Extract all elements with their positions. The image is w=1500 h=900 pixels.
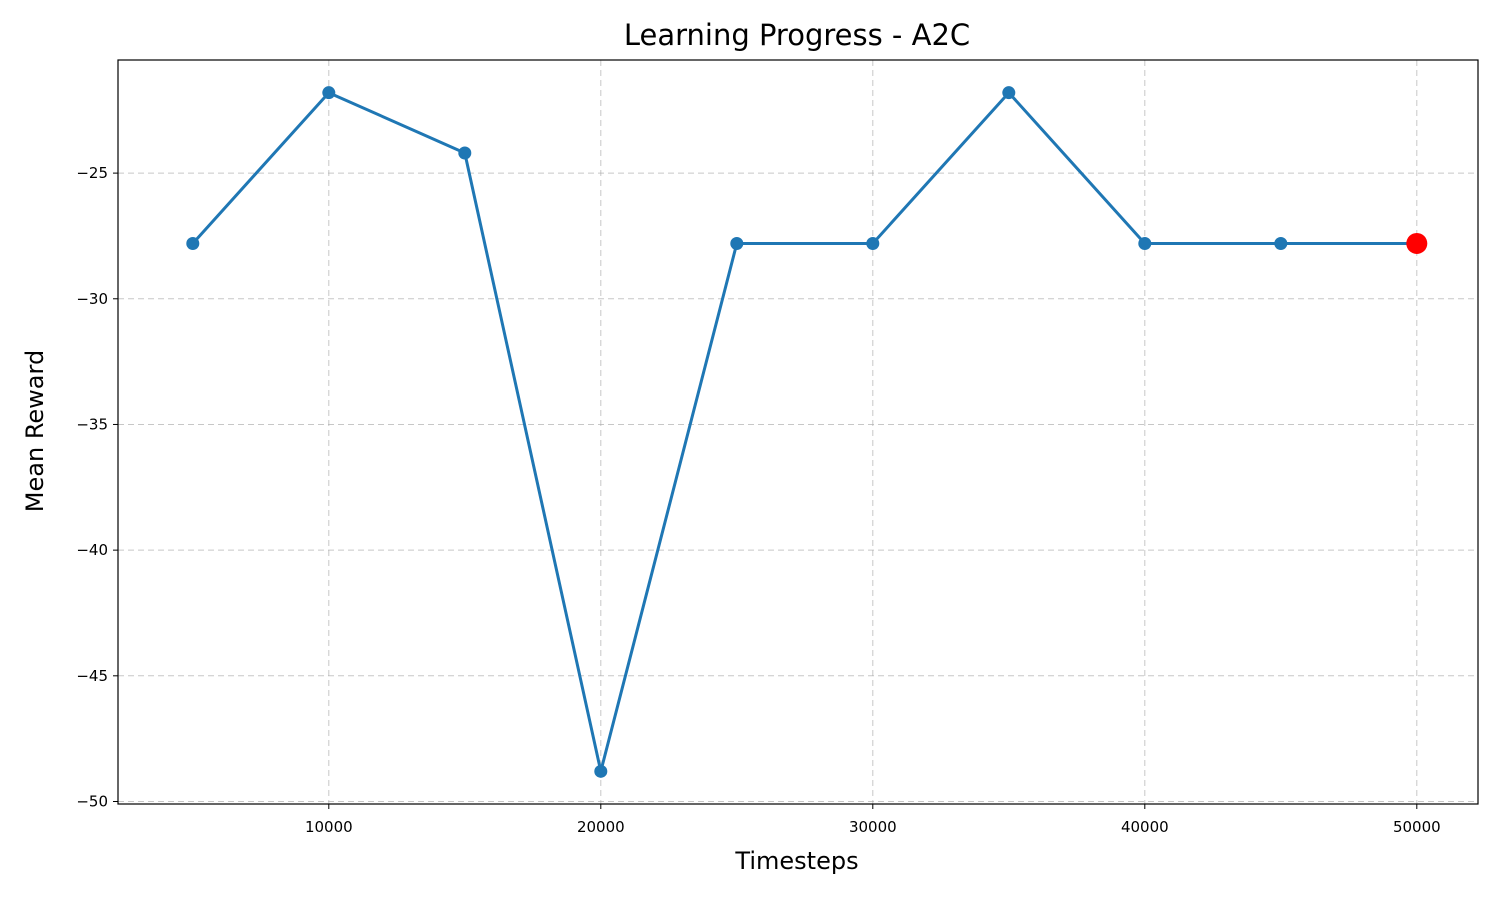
x-tick-label: 10000 [305, 818, 353, 836]
x-tick-label: 20000 [577, 818, 625, 836]
plot-frame [117, 59, 1479, 805]
y-tick-label: −30 [76, 290, 108, 308]
y-tick-label: −25 [76, 164, 108, 182]
x-tick-label: 40000 [1121, 818, 1169, 836]
tick-layer: 10000 20000 30000 40000 50000 −25 −30 −35 −40 −45… [76, 164, 1440, 836]
data-point [594, 764, 608, 778]
y-tick-label: −50 [76, 792, 108, 810]
y-tick-label: −40 [76, 541, 108, 559]
x-axis-label: Timesteps [734, 847, 858, 875]
data-point [730, 236, 744, 250]
data-point [1138, 236, 1152, 250]
data-point [866, 236, 880, 250]
data-point [1002, 86, 1016, 100]
data-point [1274, 236, 1288, 250]
x-tick-label: 30000 [849, 818, 897, 836]
grid-layer [118, 60, 1478, 804]
y-axis-label: Mean Reward [21, 350, 49, 512]
x-tick-label: 50000 [1393, 818, 1441, 836]
data-point [186, 236, 200, 250]
y-tick-label: −35 [76, 415, 108, 433]
chart-title: Learning Progress - A2C [624, 18, 970, 52]
data-point [458, 146, 472, 160]
series-line [191, 91, 1417, 773]
highlight-point [1406, 232, 1428, 254]
data-point [322, 86, 336, 100]
y-tick-label: −45 [76, 667, 108, 685]
series-layer [186, 86, 1428, 778]
